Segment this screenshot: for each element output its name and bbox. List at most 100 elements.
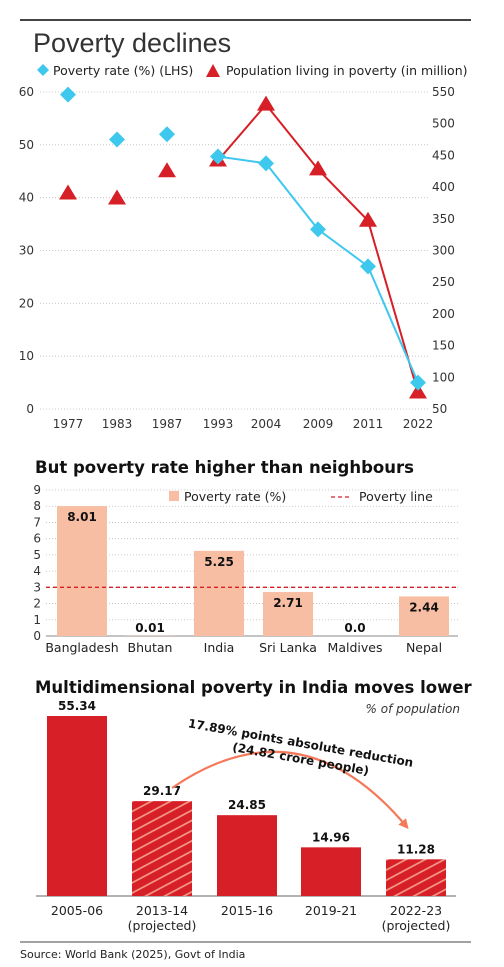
bar-value-label: 14.96 — [312, 830, 350, 844]
x-tick-label: 1987 — [152, 417, 183, 431]
y-tick-label: 4 — [33, 564, 41, 578]
chart2-bars: 8.01 Bangladesh 0.01 Bhutan 5.25 India 2.71 Sri… — [45, 506, 449, 655]
right-tick-label: 50 — [432, 402, 447, 416]
bar-value-label: 24.85 — [228, 798, 266, 812]
chart2-title: But poverty rate higher than neighbours — [35, 458, 414, 477]
category-label: Sri Lanka — [259, 640, 317, 655]
left-tick-label: 40 — [19, 191, 34, 205]
chart3-unit-note: % of population — [366, 702, 460, 716]
chart1-series-lines — [217, 103, 419, 393]
population-point — [359, 211, 377, 227]
category-label: Maldives — [328, 640, 383, 655]
bar-value-label: 11.28 — [397, 842, 435, 856]
chart2-legend: Poverty rate (%) Poverty line — [169, 489, 433, 504]
chart1-x-axis: 1977 1983 1987 1993 2004 2009 2011 2022 — [53, 417, 434, 431]
y-tick-label: 0 — [33, 629, 41, 643]
x-tick-label: 1993 — [203, 417, 234, 431]
chart1-left-axis: 0 10 20 30 40 50 60 — [19, 85, 34, 416]
category-label: Bangladesh — [45, 640, 118, 655]
category-label: Bhutan — [128, 640, 173, 655]
bar — [47, 716, 107, 896]
legend-poverty-rate: Poverty rate (%) (LHS) — [53, 63, 193, 78]
bar — [301, 847, 361, 896]
poverty-rate-point — [109, 131, 125, 148]
legend-poverty-rate-bar: Poverty rate (%) — [184, 489, 286, 504]
legend-poverty-line: Poverty line — [359, 489, 433, 504]
bar-value-label: 55.34 — [58, 699, 96, 713]
chart3-bars: 55.342005-0629.172013-14(projected)24.85… — [36, 699, 456, 933]
bar — [194, 550, 244, 636]
bar-value-label: 0.01 — [135, 621, 165, 635]
reduction-arrow — [171, 750, 409, 830]
bar-value-label: 2.44 — [409, 600, 439, 614]
population-point — [158, 162, 176, 178]
category-label: 2013-14 — [136, 903, 188, 918]
bar — [217, 815, 277, 896]
chart1-gridlines — [40, 91, 428, 410]
right-tick-label: 350 — [432, 212, 455, 226]
y-tick-label: 3 — [33, 580, 41, 594]
chart2-y-axis: 0 1 2 3 4 5 6 7 8 9 — [33, 483, 41, 643]
chart3-annotation: 17.89% points absolute reduction (24.82 … — [171, 716, 414, 830]
y-tick-label: 6 — [33, 532, 41, 546]
right-tick-label: 150 — [432, 339, 455, 353]
right-tick-label: 550 — [432, 85, 455, 99]
source-note: Source: World Bank (2025), Govt of India — [20, 948, 245, 961]
chart1-markers — [59, 86, 427, 399]
poverty-rate-point — [310, 221, 326, 238]
bar — [132, 801, 192, 896]
poverty-rate-point — [60, 86, 76, 103]
bar — [399, 596, 449, 636]
right-tick-label: 300 — [432, 244, 455, 258]
legend-bar-swatch — [169, 491, 179, 501]
chart1-right-axis: 50 100 150 200 250 300 350 400 450 500 550 — [432, 85, 455, 416]
x-tick-label: 2009 — [303, 417, 334, 431]
bar-value-label: 0.0 — [344, 621, 365, 635]
category-label: 2005-06 — [51, 903, 103, 918]
right-tick-label: 200 — [432, 307, 455, 321]
category-label: 2019-21 — [305, 903, 357, 918]
population-line — [217, 103, 419, 393]
left-tick-label: 30 — [19, 244, 34, 258]
left-tick-label: 20 — [19, 296, 34, 310]
population-point — [409, 383, 427, 399]
bar-value-label: 8.01 — [67, 510, 97, 524]
population-point — [59, 184, 77, 200]
bar-value-label: 2.71 — [273, 596, 303, 610]
category-label: (projected) — [382, 918, 451, 933]
bar — [57, 506, 107, 636]
chart1-legend: Poverty rate (%) (LHS) Population living… — [37, 63, 468, 78]
poverty-rate-point — [210, 148, 226, 165]
left-tick-label: 60 — [19, 85, 34, 99]
left-tick-label: 50 — [19, 138, 34, 152]
y-tick-label: 8 — [33, 499, 41, 513]
population-point — [309, 160, 327, 176]
poverty-rate-line — [217, 155, 419, 383]
x-tick-label: 1983 — [102, 417, 133, 431]
right-tick-label: 450 — [432, 148, 455, 162]
category-label: (projected) — [128, 918, 197, 933]
poverty-rate-point — [159, 126, 175, 143]
x-tick-label: 2004 — [251, 417, 282, 431]
y-tick-label: 7 — [33, 515, 41, 529]
legend-triangle-icon — [206, 64, 220, 77]
chart2-gridlines — [46, 489, 458, 637]
bar-value-label: 29.17 — [143, 784, 181, 798]
left-tick-label: 10 — [19, 349, 34, 363]
chart1-title: Poverty declines — [33, 28, 231, 58]
y-tick-label: 1 — [33, 613, 41, 627]
category-label: Nepal — [406, 640, 442, 655]
population-point — [108, 189, 126, 205]
y-tick-label: 9 — [33, 483, 41, 497]
poverty-rate-point — [410, 374, 426, 391]
right-tick-label: 400 — [432, 180, 455, 194]
population-point — [257, 95, 275, 111]
left-tick-label: 0 — [26, 402, 34, 416]
category-label: 2015-16 — [221, 903, 273, 918]
bar-value-label: 5.25 — [204, 555, 234, 569]
x-tick-label: 1977 — [53, 417, 84, 431]
bar — [263, 592, 313, 636]
y-tick-label: 2 — [33, 597, 41, 611]
chart3-title: Multidimensional poverty in India moves … — [35, 678, 473, 697]
bar — [386, 859, 446, 896]
